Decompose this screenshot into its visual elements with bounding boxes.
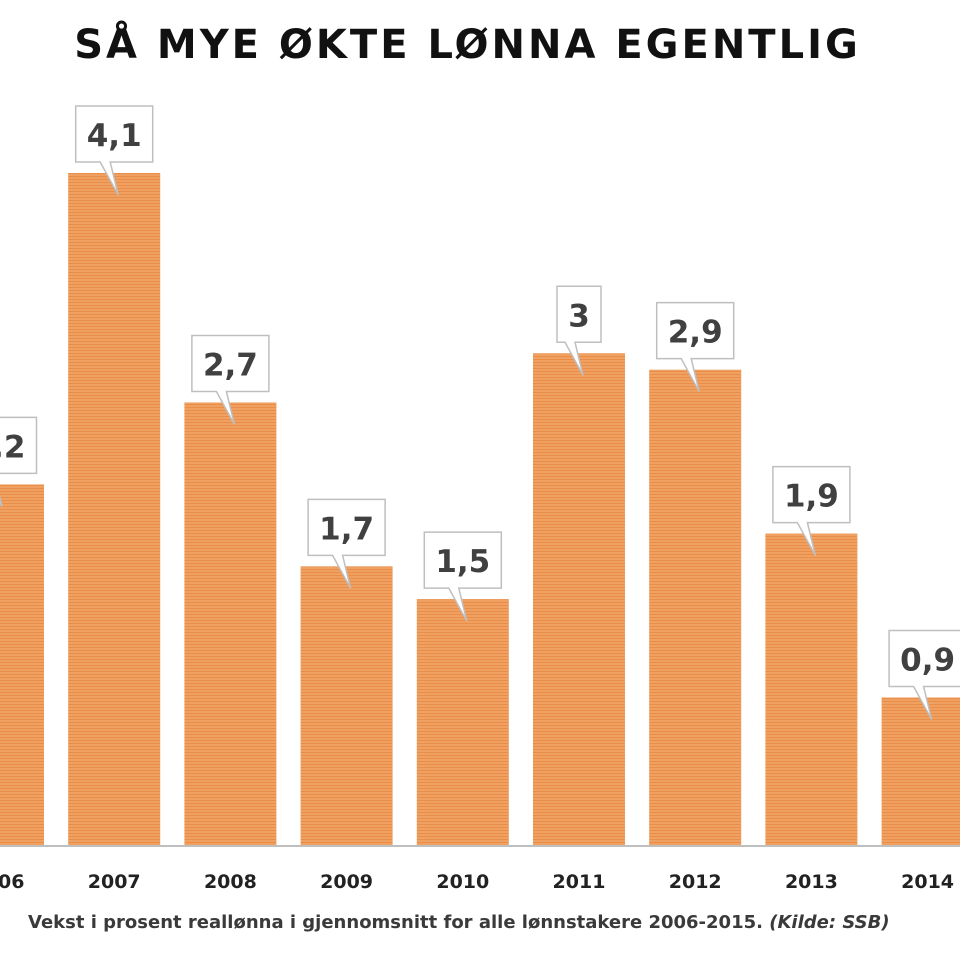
data-label: 3 <box>568 298 590 334</box>
x-tick-label: 2013 <box>785 871 838 893</box>
data-label-callout <box>191 334 270 425</box>
data-label-callout <box>888 629 960 720</box>
bar-2008 <box>184 402 277 845</box>
data-label-callout <box>772 465 851 556</box>
data-label-callout <box>556 285 602 376</box>
bar-2012 <box>649 369 742 845</box>
data-label-callout <box>423 531 503 622</box>
bar-2009 <box>300 566 393 845</box>
data-label: 1,7 <box>319 511 374 547</box>
data-label: 4,1 <box>87 118 142 154</box>
caption-source: (Kilde: SSB) <box>769 912 890 933</box>
data-label-callout <box>0 416 38 507</box>
bar-2006 <box>0 484 44 845</box>
data-label: 1,9 <box>784 479 839 515</box>
x-tick-label: 2006 <box>0 871 24 893</box>
data-label: 2,9 <box>668 315 723 351</box>
data-labels: 2,2 4,1 2,7 1,7 1,5 3 2,9 1,9 0,9 <box>0 105 960 720</box>
x-tick-label: 2009 <box>320 871 373 893</box>
data-label-callout <box>307 498 386 589</box>
bars-group <box>0 173 960 845</box>
chart-caption: Vekst i prosent reallønna i gjennomsnitt… <box>28 912 890 933</box>
data-label-callout <box>655 301 735 393</box>
x-tick-label: 2007 <box>88 871 141 893</box>
data-label: 2,2 <box>0 429 25 465</box>
caption-text: Vekst i prosent reallønna i gjennomsnitt… <box>28 912 763 933</box>
x-tick-labels: 2006 2007 2008 2009 2010 2011 2012 2013 2014 <box>0 871 954 893</box>
data-label: 2,7 <box>203 347 258 383</box>
x-tick-label: 2008 <box>204 871 257 893</box>
x-tick-label: 2012 <box>669 871 722 893</box>
data-label: 0,9 <box>900 642 955 678</box>
bar-2014 <box>881 697 960 845</box>
chart-title: SÅ MYE ØKTE LØNNA EGENTLIG <box>74 22 861 68</box>
bar-2011 <box>533 353 625 845</box>
data-label-callout <box>74 105 154 196</box>
data-label: 1,5 <box>435 544 490 580</box>
x-tick-label: 2011 <box>553 871 606 893</box>
x-tick-label: 2014 <box>901 871 954 893</box>
x-tick-label: 2010 <box>436 871 489 893</box>
bar-2013 <box>765 533 858 845</box>
bar-2007 <box>68 173 161 845</box>
bar-2010 <box>416 599 509 845</box>
